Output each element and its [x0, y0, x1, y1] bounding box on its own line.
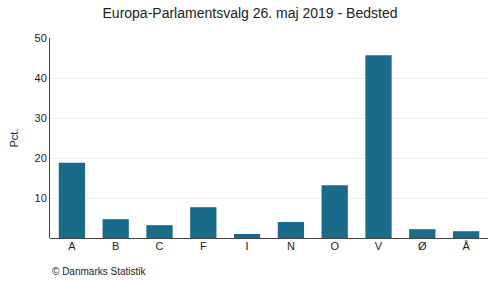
- svg-text:C: C: [156, 240, 164, 252]
- svg-text:A: A: [68, 240, 76, 252]
- svg-text:B: B: [112, 240, 119, 252]
- svg-text:50: 50: [35, 32, 47, 44]
- svg-text:N: N: [287, 240, 295, 252]
- svg-text:20: 20: [35, 152, 47, 164]
- svg-text:Å: Å: [462, 240, 470, 252]
- svg-text:I: I: [246, 240, 249, 252]
- svg-text:10: 10: [35, 192, 47, 204]
- svg-text:Europa-Parlamentsvalg 26. maj: Europa-Parlamentsvalg 26. maj 2019 - Bed…: [103, 5, 398, 21]
- svg-text:30: 30: [35, 112, 47, 124]
- svg-text:V: V: [375, 240, 383, 252]
- svg-text:Pct.: Pct.: [8, 129, 20, 148]
- svg-text:40: 40: [35, 72, 47, 84]
- svg-text:Ø: Ø: [418, 240, 427, 252]
- svg-text:O: O: [330, 240, 339, 252]
- svg-text:F: F: [200, 240, 207, 252]
- svg-text:© Danmarks Statistik: © Danmarks Statistik: [52, 266, 147, 277]
